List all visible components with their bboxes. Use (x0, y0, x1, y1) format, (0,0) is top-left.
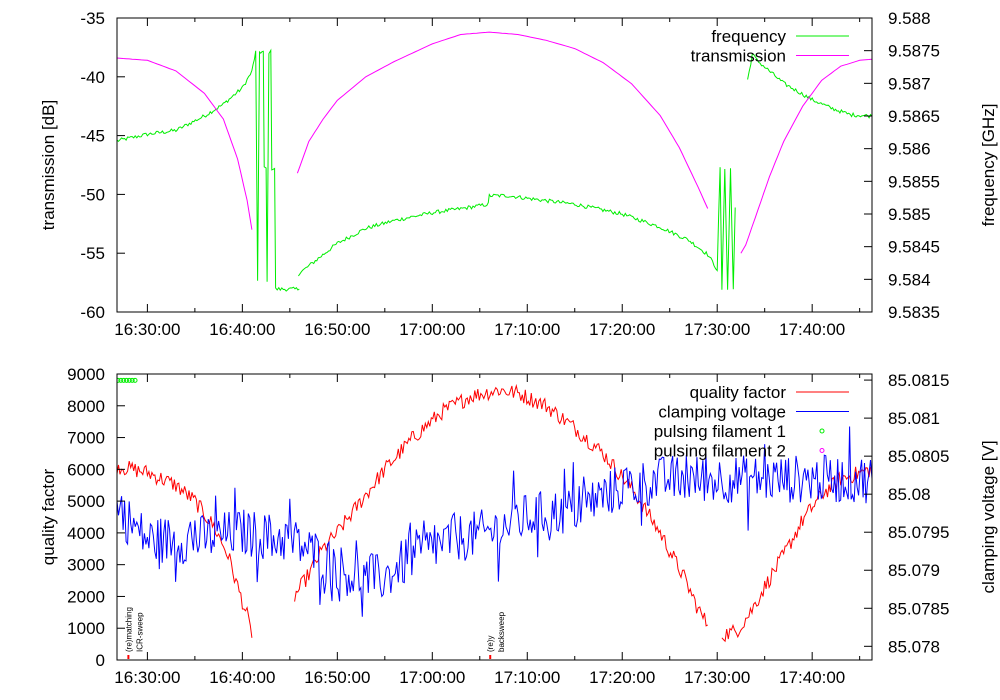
x-tick-label: 17:40:00 (779, 320, 845, 339)
plot-frame (116, 17, 873, 313)
y-tick-label: 8000 (67, 397, 105, 416)
x-tick-label: 16:30:00 (114, 320, 180, 339)
y2-tick-label: 9.5855 (888, 172, 940, 191)
clamping-voltage-series (117, 426, 872, 617)
y2-tick-label: 9.5875 (888, 42, 940, 61)
y-tick-label: 6000 (67, 460, 105, 479)
x-tick-label: 16:40:00 (209, 320, 275, 339)
legend-label: clamping voltage (658, 403, 786, 422)
y-tick-label: 2000 (67, 587, 105, 606)
pulsing-point (121, 377, 127, 383)
y-tick-label: 5000 (67, 492, 105, 511)
y-tick-label: 4000 (67, 524, 105, 543)
event-annotation: backsweep (497, 611, 506, 652)
y-tick-label: 3000 (67, 556, 105, 575)
y2-tick-label: 9.586 (888, 140, 931, 159)
event-annotation: (re)matching (124, 607, 133, 652)
pulsing-point (123, 377, 129, 383)
legend-label: pulsing filament 1 (654, 422, 786, 441)
y2-tick-label: 9.584 (888, 270, 931, 289)
plot-frame (116, 373, 873, 661)
transmission-series (740, 58, 872, 254)
y-tick-label: 7000 (67, 429, 105, 448)
legend-label: frequency (711, 27, 786, 46)
frequency-series (747, 52, 872, 119)
y2-tick-label: 85.0815 (888, 371, 949, 390)
y2-tick-label: 9.585 (888, 205, 931, 224)
series-group (117, 31, 872, 292)
x-tick-label: 17:40:00 (779, 668, 845, 687)
transmission-series (296, 31, 709, 209)
y-tick-label: -35 (80, 9, 105, 28)
y2-tick-label: 85.0795 (888, 523, 949, 542)
y2-tick-label: 85.079 (888, 561, 940, 580)
x-tick-label: 16:30:00 (114, 668, 180, 687)
quality-factor-series (294, 383, 708, 627)
y2-tick-label: 85.081 (888, 409, 940, 428)
y-tick-label: -55 (80, 244, 105, 263)
y-tick-label: -50 (80, 185, 105, 204)
y2-axis-label: clamping voltage [V] (979, 440, 998, 593)
x-tick-label: 17:30:00 (684, 320, 750, 339)
y2-tick-label: 9.5845 (888, 238, 940, 257)
y-tick-label: 1000 (67, 619, 105, 638)
legend-point-marker (819, 428, 825, 434)
y2-tick-label: 9.587 (888, 74, 931, 93)
pulsing-point (118, 377, 124, 383)
x-tick-label: 17:30:00 (684, 668, 750, 687)
x-tick-label: 17:00:00 (399, 320, 465, 339)
frequency-series (117, 48, 300, 292)
y-axis-label: quality factor (39, 468, 58, 565)
pulsing-point (126, 377, 132, 383)
x-tick-label: 17:00:00 (399, 668, 465, 687)
y2-axis-label: frequency [GHz] (979, 104, 998, 227)
x-tick-label: 16:50:00 (304, 668, 370, 687)
y2-tick-label: 85.0805 (888, 447, 949, 466)
y2-tick-label: 85.08 (888, 485, 931, 504)
y-axis-label: transmission [dB] (39, 100, 58, 230)
y2-tick-label: 9.588 (888, 9, 931, 28)
quality-factor-series (117, 460, 253, 638)
y2-tick-label: 85.0785 (888, 599, 949, 618)
y-tick-label: -40 (80, 68, 105, 87)
plot-transmission-frequency: 16:30:00 16:40:00 16:50:00 17:00:00 17:10:00… (39, 9, 998, 339)
x-tick-label: 16:40:00 (209, 668, 275, 687)
legend-point-marker (819, 448, 825, 453)
legend-label: pulsing filament 2 (654, 442, 786, 461)
x-tick-label: 16:50:00 (304, 320, 370, 339)
legend-label: quality factor (690, 383, 787, 402)
y-tick-label: 0 (96, 651, 105, 670)
y2-tick-label: 85.078 (888, 637, 940, 656)
transmission-series (117, 57, 253, 230)
pulsing-point (117, 377, 121, 383)
x-tick-label: 17:20:00 (589, 320, 655, 339)
series-group (117, 377, 872, 643)
y-tick-label: -45 (80, 127, 105, 146)
y2-tick-label: 9.5865 (888, 107, 940, 126)
pulsing-point (132, 377, 138, 383)
quality-factor-series (721, 466, 872, 643)
x-tick-label: 17:10:00 (494, 320, 560, 339)
frequency-series (297, 167, 736, 290)
legend-label: transmission (691, 47, 786, 66)
y-tick-label: 9000 (67, 365, 105, 384)
pulsing-point (129, 377, 135, 383)
plot-quality-voltage: 16:30:00 16:40:00 16:50:00 17:00:00 17:10:00… (39, 365, 998, 687)
event-annotation: (re)y (486, 636, 495, 652)
x-tick-label: 17:10:00 (494, 668, 560, 687)
x-tick-label: 17:20:00 (589, 668, 655, 687)
y-tick-label: -60 (80, 303, 105, 322)
y2-tick-label: 9.5835 (888, 303, 940, 322)
event-annotation: ICR-sweep (135, 612, 144, 652)
